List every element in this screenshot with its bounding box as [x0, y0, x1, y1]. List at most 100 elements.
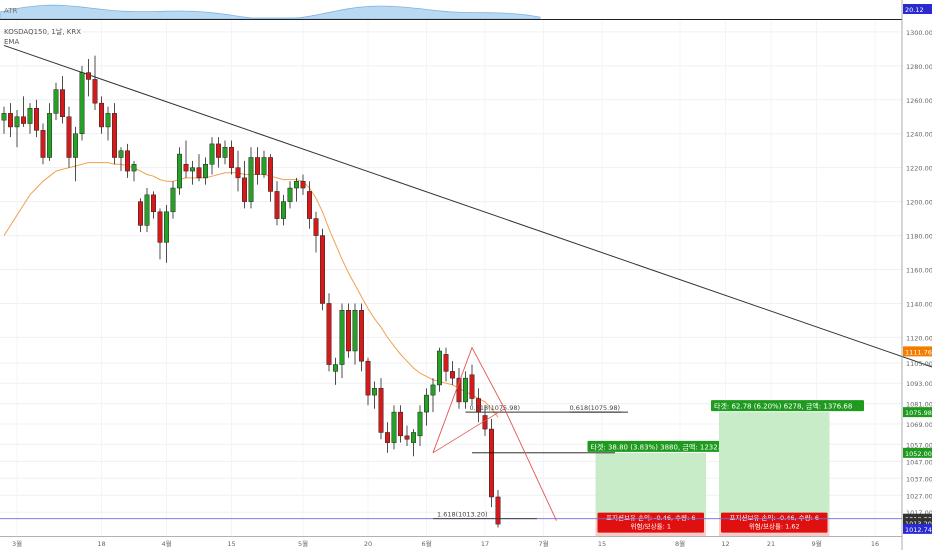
time-tick-label: 6월 — [421, 539, 431, 548]
candle-body — [196, 167, 202, 179]
candle-body — [34, 108, 39, 131]
candle-body — [21, 116, 26, 124]
harmonic-pattern — [432, 346, 557, 521]
candle-body — [443, 354, 449, 372]
candle-body — [274, 191, 280, 219]
candle-body — [222, 147, 228, 158]
time-tick-label: 7월 — [538, 539, 548, 548]
candles — [1, 55, 501, 528]
target-label-box — [587, 440, 737, 452]
candle-body — [190, 167, 195, 172]
candle-body — [391, 411, 397, 443]
fib-label: 0.618(1075.98) — [470, 404, 521, 412]
candle-body — [229, 147, 234, 168]
candle-body — [248, 157, 254, 202]
candle-body — [1, 113, 7, 121]
candle-body — [489, 428, 494, 498]
time-tick-label: 12 — [721, 540, 729, 548]
price-tick-label: 1120.00 — [906, 334, 932, 342]
price-label-box — [903, 523, 932, 534]
candle-body — [105, 113, 111, 128]
candle-body — [177, 153, 182, 189]
price-label: 1111.76 — [905, 348, 932, 356]
candle-body — [482, 415, 488, 430]
price-tick-label: 1240.00 — [906, 131, 932, 139]
candle-body — [242, 177, 247, 202]
candle-body — [294, 181, 299, 189]
candle-body — [385, 432, 390, 443]
time-axis[interactable]: 3월 18 4월 15 5월 20 6월 17 7월 15 8월 12 21 9월 16 — [0, 536, 902, 549]
fib-label: 1.618(1013.20) — [437, 511, 488, 519]
price-tick-label: 1220.00 — [906, 165, 932, 173]
candle-body — [118, 150, 124, 158]
candle-body — [151, 194, 156, 213]
time-tick-label: 17 — [481, 540, 489, 548]
candle-body — [287, 187, 293, 202]
candle-body — [333, 364, 338, 372]
price-tick-label: 1093.00 — [906, 380, 932, 388]
candle-body — [463, 377, 468, 403]
time-tick-label: 8월 — [675, 539, 685, 548]
target-label-box — [711, 400, 864, 412]
candle-body — [359, 310, 364, 362]
price-tick-label: 1027.00 — [906, 492, 932, 500]
time-tick-label: 3월 — [12, 539, 22, 548]
candle-body — [157, 211, 163, 243]
candle-body — [92, 79, 98, 104]
candle-body — [216, 143, 221, 158]
ratio-label: 위험/보상률: 1.62 — [749, 522, 800, 531]
price-tick-label: 1057.00 — [906, 441, 932, 449]
time-tick-label: 5월 — [298, 539, 308, 548]
fib-label: 0.618(1075.98) — [570, 404, 621, 412]
harmonic-leg — [432, 408, 505, 454]
trendline-segment — [3, 44, 932, 368]
ema-indicator-label: EMA — [4, 38, 19, 46]
stop-label-box — [721, 512, 828, 533]
candle-body — [27, 108, 33, 124]
price-tick-label: 1081.00 — [906, 401, 932, 409]
candle-body — [60, 89, 65, 117]
time-tick-label: 4월 — [161, 539, 171, 548]
candle-body — [404, 435, 410, 440]
candle-body — [456, 377, 462, 403]
price-tick-label: 1160.00 — [906, 267, 932, 275]
atr-panel: ATR — [0, 0, 902, 20]
target-zone — [719, 412, 830, 519]
price-label: 1012.74 — [905, 526, 932, 534]
symbol-title: KOSDAQ150, 1날, KRX — [4, 27, 81, 36]
candle-body — [346, 310, 351, 352]
price-axis[interactable]: 1300.00 1280.00 1260.00 1240.00 1220.00 1200.… — [901, 0, 932, 550]
candle-body — [79, 72, 85, 134]
candle-body — [209, 143, 215, 165]
candle-body — [47, 113, 52, 158]
price-label-box — [903, 4, 932, 14]
candle-body — [372, 388, 377, 396]
price-tick-label: 1069.00 — [906, 421, 932, 429]
price-label-box — [903, 518, 932, 529]
time-tick-label: 21 — [767, 540, 775, 548]
candle-body — [326, 303, 332, 365]
candle-body — [14, 116, 20, 128]
candle-body — [365, 360, 371, 396]
price-label-box — [903, 407, 932, 418]
candle-body — [300, 181, 306, 189]
price-tick-label: 1280.00 — [906, 63, 932, 71]
candle-body — [469, 374, 475, 399]
candle-body — [313, 218, 319, 236]
candle-body — [255, 157, 260, 175]
candle-body — [495, 496, 501, 525]
candle-body — [437, 350, 442, 386]
candle-body — [170, 187, 176, 213]
candle-body — [112, 113, 117, 158]
candle-body — [378, 388, 384, 433]
price-tick-label: 1140.00 — [906, 300, 932, 308]
price-tick-label: 1180.00 — [906, 233, 932, 241]
stop-label: 포지션보유 손익: -0.46, 수량: 6 — [730, 513, 820, 522]
candle-body — [183, 164, 189, 172]
target-label: 타겟: 62.78 (6.20%) 6278, 금액: 1376.68 — [714, 402, 852, 411]
atr-label: ATR — [4, 7, 18, 15]
price-tick-label: 1017.00 — [906, 509, 932, 517]
candle-body — [320, 235, 325, 304]
price-tick-label: 1105.00 — [906, 360, 932, 368]
